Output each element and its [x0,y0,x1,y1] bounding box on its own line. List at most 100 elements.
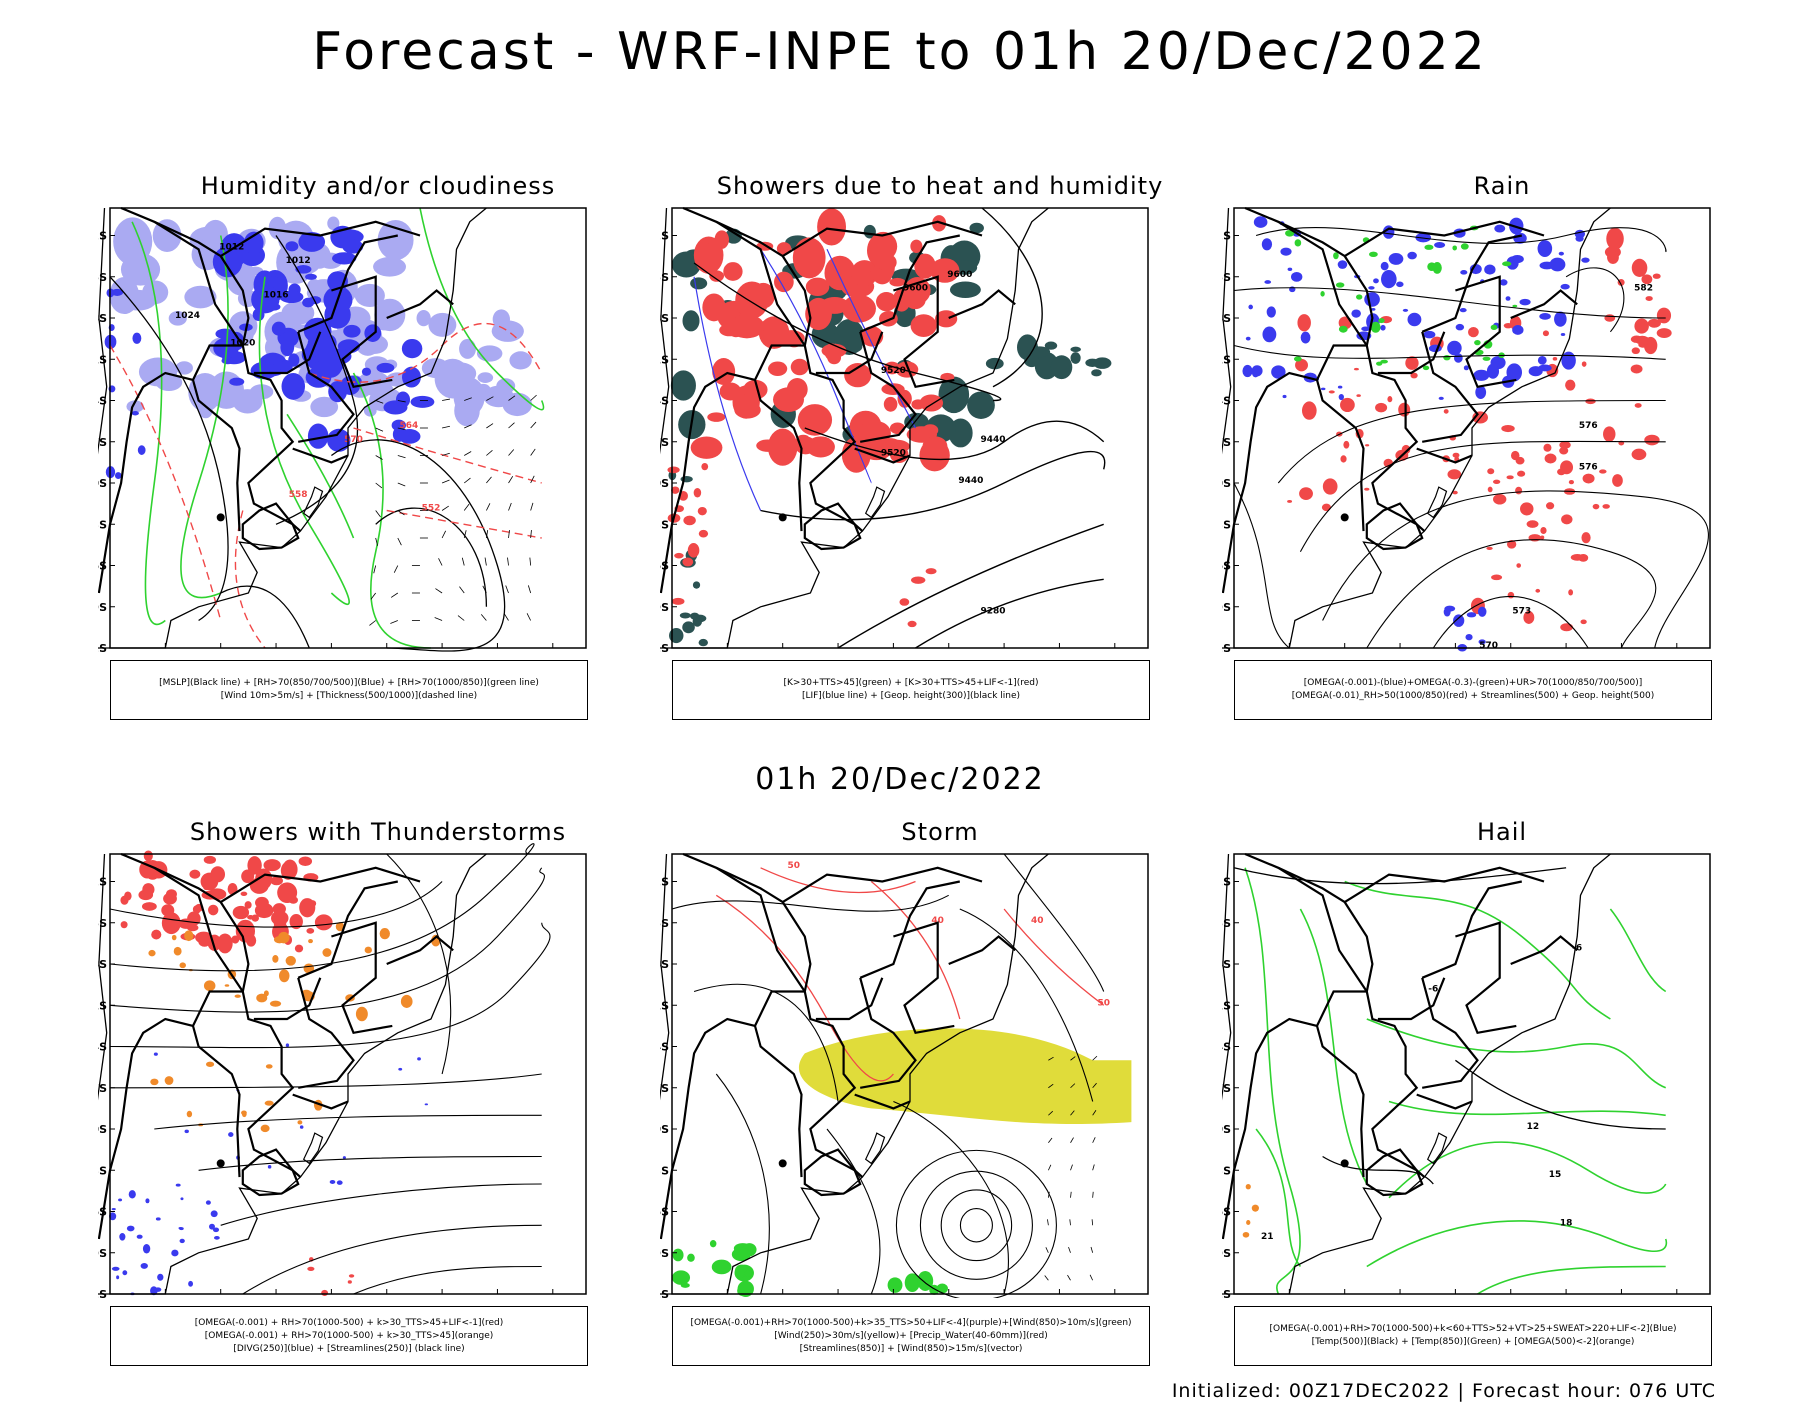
thunderstorm-orange [355,1006,368,1022]
thunderstorm-red [204,877,216,891]
rh-humidity-blue [305,273,317,280]
lat-label: 15S [660,271,669,284]
streamline [715,1073,770,1295]
divergence-blue [299,1125,304,1129]
k-tts-green-area [682,621,695,634]
k-tts-lif-red-area [806,436,835,458]
contour-label: 12 [1527,1122,1540,1132]
omega-blue [1478,639,1486,645]
lon-label: 50W [318,651,345,652]
omega-rh-red [1612,474,1623,487]
k-tts-lif-red-area [790,358,809,376]
streamline [1233,482,1290,649]
divergence-blue [122,1270,128,1276]
k-tts-green-area [985,357,1004,370]
wind-vector [375,427,384,432]
thunderstorm-red [307,1266,315,1271]
wind-850-green [936,1283,948,1294]
streamline [109,922,551,1049]
wind-vector [530,421,537,429]
wind-vector [486,449,493,456]
lon-label: 60W [769,651,796,652]
omega-rh-red [1656,307,1672,324]
lat-label: 21S [98,353,107,366]
state-border [297,977,355,1089]
contour-label: 552 [422,504,441,514]
contour-label: 9600 [947,270,972,280]
omega-rh-red [1387,396,1393,403]
omega-blue [1407,312,1422,327]
omega-rh-red [1635,335,1650,345]
omega-rh-red [1515,456,1525,465]
wind-vector [442,398,451,401]
omega-green [1502,261,1512,267]
divergence-blue [111,1266,120,1271]
thunderstorm-orange [148,949,156,957]
wind-850-green [671,1270,691,1285]
lat-label: 24S [1222,1041,1231,1054]
wind-vector [1048,1137,1053,1143]
omega-rh-red [1630,364,1643,374]
omega-rh-red [1644,434,1660,446]
divergence-blue [140,1263,148,1269]
lon-label: 40W [1552,1297,1579,1298]
state-border [153,866,244,993]
lat-label: 27S [98,1082,107,1095]
lat-label: 27S [1222,436,1231,449]
state-border [1315,344,1367,532]
streamline [1277,399,1666,484]
thunderstorm-red [231,935,240,944]
omega-rh-red [1634,318,1649,334]
lon-label: 50W [880,1297,907,1298]
divergence-blue [180,1197,184,1201]
thunderstorm-orange [205,1061,215,1067]
omega-rh-red [1544,453,1557,464]
omega-blue [1499,279,1508,286]
k-tts-lif-red-area [919,439,950,472]
lat-label: 15S [660,917,669,930]
rh-low-level-contour [180,235,229,599]
rh-humidity-light [491,320,524,342]
k-tts-lif-red-area [671,597,685,605]
lake-marker [216,513,225,522]
lon-label: 60W [769,1297,796,1298]
wind-vector [441,530,447,539]
omega-rh-red [1515,486,1523,495]
divergence-blue [209,1223,215,1230]
divergence-blue [214,1235,220,1240]
omega-green [1424,244,1434,250]
omega-rh-red [1492,479,1501,484]
wind-vector [397,455,406,459]
state-border [191,344,243,532]
state-border [715,220,806,347]
omega-blue [1575,235,1584,242]
temp-850-contour [1366,1220,1668,1268]
omega-green [1490,324,1498,331]
rh-low-level-contour [131,221,166,626]
state-border [386,935,454,966]
wind-vector [375,510,381,518]
omega-green [1460,243,1469,250]
temp-850-contour [1244,867,1301,1295]
map-showers-heat: 9600 9600 9520 9520 9440 9440 9280 12S 15S 18S 21S… [660,206,1149,652]
state-border [1277,866,1368,993]
omega-blue [1537,355,1547,365]
wind-850-green [709,1240,717,1248]
rh-humidity-blue [132,332,142,344]
rh-humidity-light [373,256,407,277]
state-border [1344,220,1545,258]
thunderstorm-red [240,891,248,896]
divergence-blue [212,1227,220,1233]
wind-vector [373,565,377,574]
lat-label: 21S [1222,999,1231,1012]
contour-label: 576 [1579,421,1598,431]
wind-vector [1070,1083,1076,1089]
contour-label: 21 [1261,1232,1274,1242]
k-tts-lif-red-area [701,462,709,471]
omega-rh-red [1340,397,1355,413]
k-tts-green-area [1029,346,1051,358]
divergence-blue [136,1234,143,1239]
omega-rh-red [1452,452,1460,458]
rh-humidity-blue [111,288,124,296]
lat-label: 39S [1222,1247,1231,1260]
